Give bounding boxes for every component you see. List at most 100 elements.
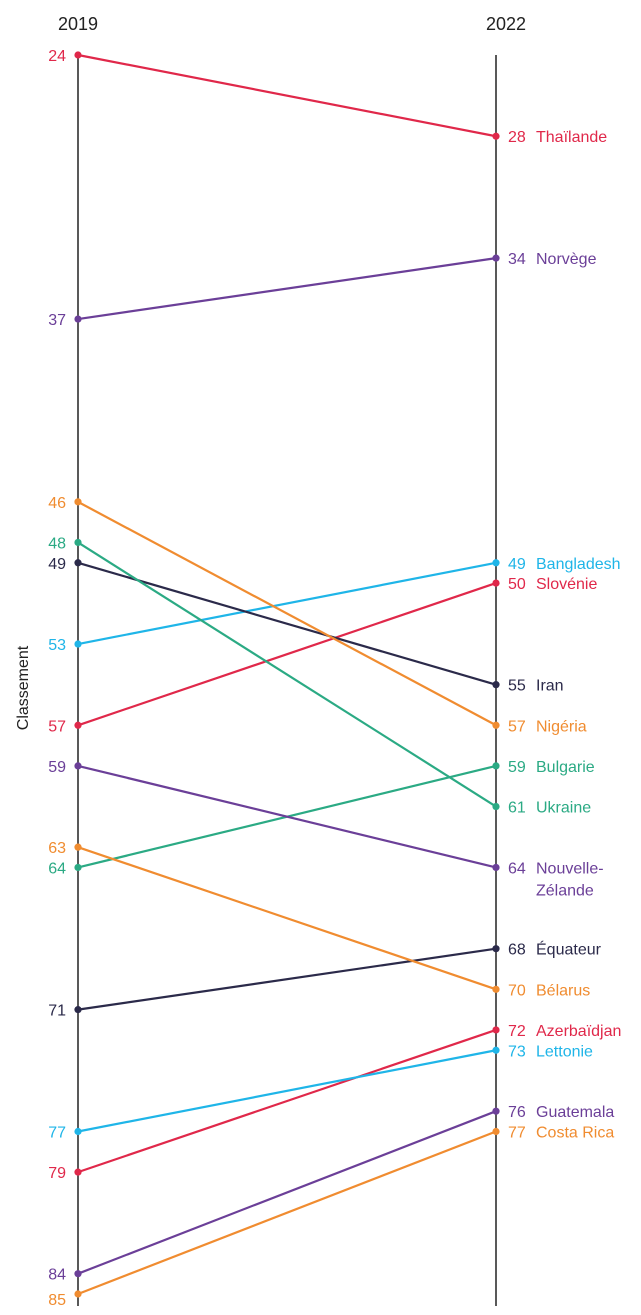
country-label-line: Bulgarie — [536, 759, 595, 776]
rank-2019-bangladesh: 53 — [48, 637, 66, 654]
series-marks: 24 28 Thaïlande 37 34 Norvège 53 49 Bangladesh 57… — [48, 48, 621, 1309]
rank-2019-guatemala: 84 — [48, 1267, 66, 1284]
point-2019-azerbaidjan — [74, 1168, 82, 1176]
point-2019-iran — [74, 559, 82, 567]
country-label-line: Bangladesh — [536, 556, 621, 573]
rank-2019-nigeria: 46 — [48, 495, 66, 512]
rank-2022-iran: 55 — [508, 678, 526, 695]
country-label-line: Ukraine — [536, 800, 591, 817]
country-label-line: Nouvelle- — [536, 860, 604, 877]
rank-2022-bulgarie: 59 — [508, 759, 526, 776]
series-line-thailande — [77, 53, 497, 138]
point-2022-nigeria — [492, 721, 500, 729]
rank-2019-iran: 49 — [48, 556, 66, 573]
y-axis-title: Classement — [15, 645, 32, 730]
rank-2022-nigeria: 57 — [508, 718, 526, 735]
country-label-line: Slovénie — [536, 576, 597, 593]
country-label-ukraine: Ukraine — [536, 800, 591, 817]
point-2019-thailande — [74, 51, 82, 59]
point-2019-nouvelle-zelande — [74, 762, 82, 770]
country-label-equateur: Équateur — [536, 940, 602, 959]
rank-2019-norvege: 37 — [48, 312, 66, 329]
country-label-line: Azerbaïdjan — [536, 1023, 621, 1040]
rank-2019-nouvelle-zelande: 59 — [48, 759, 66, 776]
point-2019-bangladesh — [74, 640, 82, 648]
country-label-lettonie: Lettonie — [536, 1043, 593, 1060]
series-line-lettonie — [77, 1049, 497, 1133]
point-2019-guatemala — [74, 1270, 82, 1278]
country-label-thailande: Thaïlande — [536, 129, 607, 146]
series-line-norvege — [77, 257, 497, 321]
series-line-azerbaidjan — [77, 1028, 497, 1174]
series-line-guatemala — [77, 1110, 497, 1275]
country-label-azerbaidjan: Azerbaïdjan — [536, 1023, 621, 1040]
rank-2022-nouvelle-zelande: 64 — [508, 860, 526, 877]
country-label-line: Iran — [536, 678, 564, 695]
country-label-guatemala: Guatemala — [536, 1104, 614, 1121]
country-label-line: Équateur — [536, 940, 602, 959]
country-label-norvege: Norvège — [536, 251, 597, 268]
year-label-right: 2022 — [486, 14, 526, 34]
rank-2019-costa-rica: 85 — [48, 1292, 66, 1309]
country-label-line: Nigéria — [536, 718, 587, 735]
series-line-nigeria — [77, 500, 497, 727]
rank-2022-equateur: 68 — [508, 942, 526, 959]
point-2019-nigeria — [74, 498, 82, 506]
series-line-equateur — [77, 947, 497, 1011]
rank-2019-slovenie: 57 — [48, 718, 66, 735]
point-2022-azerbaidjan — [492, 1026, 500, 1034]
country-label-bulgarie: Bulgarie — [536, 759, 595, 776]
point-2022-lettonie — [492, 1046, 500, 1054]
point-2022-belarus — [492, 985, 500, 993]
point-2019-lettonie — [74, 1127, 82, 1136]
country-label-nouvelle-zelande: Nouvelle- Zélande — [536, 860, 604, 899]
rank-2022-guatemala: 76 — [508, 1104, 526, 1121]
country-label-bangladesh: Bangladesh — [536, 556, 621, 573]
series-line-costa-rica — [77, 1130, 497, 1296]
series-line-belarus — [77, 846, 497, 991]
series-line-bangladesh — [77, 561, 497, 646]
rank-2022-costa-rica: 77 — [508, 1125, 526, 1142]
rank-2022-norvege: 34 — [508, 251, 526, 268]
point-2019-norvege — [74, 315, 82, 323]
country-label-line: Thaïlande — [536, 129, 607, 146]
country-label-iran: Iran — [536, 678, 564, 695]
point-2022-iran — [492, 681, 500, 689]
country-label-line: Guatemala — [536, 1104, 614, 1121]
country-label-belarus: Bélarus — [536, 982, 590, 999]
point-2022-nouvelle-zelande — [492, 863, 500, 872]
point-2019-belarus — [74, 843, 82, 851]
country-label-line: Bélarus — [536, 982, 590, 999]
rank-2022-belarus: 70 — [508, 982, 526, 999]
series-line-slovenie — [77, 582, 497, 727]
point-2019-equateur — [74, 1006, 82, 1014]
rank-2019-equateur: 71 — [48, 1003, 66, 1020]
point-2022-costa-rica — [492, 1127, 500, 1136]
country-label-costa-rica: Costa Rica — [536, 1125, 614, 1142]
point-2019-bulgarie — [74, 863, 82, 872]
rank-2022-lettonie: 73 — [508, 1043, 526, 1060]
rank-2022-bangladesh: 49 — [508, 556, 526, 573]
rank-2019-azerbaidjan: 79 — [48, 1165, 66, 1182]
point-2022-bulgarie — [492, 762, 500, 770]
rank-2022-thailande: 28 — [508, 129, 526, 146]
series-line-nouvelle-zelande — [77, 764, 497, 869]
country-label-line: Lettonie — [536, 1043, 593, 1060]
country-label-line: Zélande — [536, 882, 594, 899]
rank-2022-ukraine: 61 — [508, 800, 526, 817]
year-label-left: 2019 — [58, 14, 98, 34]
country-label-line: Norvège — [536, 251, 597, 268]
rank-2022-slovenie: 50 — [508, 576, 526, 593]
point-2019-ukraine — [74, 538, 82, 547]
point-2022-bangladesh — [492, 559, 500, 567]
rank-2022-azerbaidjan: 72 — [508, 1023, 526, 1040]
point-2022-slovenie — [492, 579, 500, 587]
series-line-iran — [77, 561, 497, 686]
rank-2019-thailande: 24 — [48, 48, 66, 65]
series-line-ukraine — [77, 541, 497, 808]
point-2022-norvege — [492, 254, 500, 262]
rank-2019-lettonie: 77 — [48, 1125, 66, 1142]
point-2022-ukraine — [492, 802, 500, 811]
country-label-line: Costa Rica — [536, 1125, 614, 1142]
